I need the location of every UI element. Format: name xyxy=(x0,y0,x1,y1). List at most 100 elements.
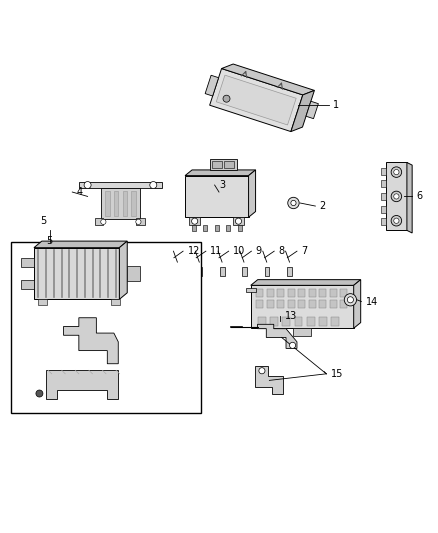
FancyBboxPatch shape xyxy=(105,191,110,216)
FancyBboxPatch shape xyxy=(307,317,314,326)
Text: 13: 13 xyxy=(285,311,297,320)
Polygon shape xyxy=(216,75,296,125)
Polygon shape xyxy=(353,280,360,328)
FancyBboxPatch shape xyxy=(319,300,326,308)
FancyBboxPatch shape xyxy=(237,225,242,231)
FancyBboxPatch shape xyxy=(293,328,311,336)
FancyBboxPatch shape xyxy=(308,300,315,308)
FancyBboxPatch shape xyxy=(212,161,222,168)
FancyBboxPatch shape xyxy=(319,317,327,326)
Circle shape xyxy=(394,218,399,223)
Circle shape xyxy=(136,219,141,224)
FancyBboxPatch shape xyxy=(242,266,247,276)
FancyBboxPatch shape xyxy=(258,317,265,326)
FancyBboxPatch shape xyxy=(203,225,207,231)
FancyBboxPatch shape xyxy=(127,265,139,281)
FancyBboxPatch shape xyxy=(246,287,256,292)
Polygon shape xyxy=(255,366,283,393)
Polygon shape xyxy=(185,170,256,175)
Circle shape xyxy=(84,182,91,189)
Circle shape xyxy=(394,194,399,199)
FancyBboxPatch shape xyxy=(308,289,315,297)
Text: 15: 15 xyxy=(331,369,343,379)
FancyBboxPatch shape xyxy=(79,182,162,188)
FancyBboxPatch shape xyxy=(270,317,278,326)
FancyBboxPatch shape xyxy=(131,191,136,216)
FancyBboxPatch shape xyxy=(294,317,302,326)
Polygon shape xyxy=(258,324,297,349)
FancyBboxPatch shape xyxy=(226,225,230,231)
FancyBboxPatch shape xyxy=(330,300,336,308)
Circle shape xyxy=(391,215,402,226)
FancyBboxPatch shape xyxy=(381,168,386,175)
FancyBboxPatch shape xyxy=(330,289,336,297)
Circle shape xyxy=(223,95,230,102)
Polygon shape xyxy=(46,370,118,399)
Circle shape xyxy=(391,191,402,201)
Circle shape xyxy=(344,294,357,306)
Polygon shape xyxy=(34,248,119,300)
Circle shape xyxy=(101,219,106,224)
Polygon shape xyxy=(64,318,118,364)
FancyBboxPatch shape xyxy=(287,289,295,297)
Polygon shape xyxy=(222,64,314,95)
Polygon shape xyxy=(119,241,127,300)
Circle shape xyxy=(259,368,265,374)
FancyBboxPatch shape xyxy=(287,300,295,308)
FancyBboxPatch shape xyxy=(123,191,127,216)
FancyBboxPatch shape xyxy=(215,225,219,231)
FancyBboxPatch shape xyxy=(192,225,195,231)
Polygon shape xyxy=(205,75,219,96)
FancyBboxPatch shape xyxy=(21,258,34,267)
FancyBboxPatch shape xyxy=(266,300,273,308)
Text: 5: 5 xyxy=(41,216,47,226)
FancyBboxPatch shape xyxy=(277,289,284,297)
FancyBboxPatch shape xyxy=(175,266,180,276)
FancyBboxPatch shape xyxy=(298,300,305,308)
Circle shape xyxy=(347,297,353,303)
FancyBboxPatch shape xyxy=(265,266,269,276)
Circle shape xyxy=(394,169,399,175)
Polygon shape xyxy=(386,163,407,230)
FancyBboxPatch shape xyxy=(283,317,290,326)
FancyBboxPatch shape xyxy=(197,266,202,276)
FancyBboxPatch shape xyxy=(298,289,305,297)
Text: 2: 2 xyxy=(320,201,326,211)
Polygon shape xyxy=(249,170,256,217)
Text: 1: 1 xyxy=(333,100,339,110)
FancyBboxPatch shape xyxy=(233,217,244,225)
Polygon shape xyxy=(306,101,318,119)
FancyBboxPatch shape xyxy=(111,300,120,304)
Text: 4: 4 xyxy=(77,187,83,197)
Circle shape xyxy=(36,390,43,397)
Circle shape xyxy=(290,342,296,349)
FancyBboxPatch shape xyxy=(136,219,145,225)
FancyBboxPatch shape xyxy=(319,289,326,297)
FancyBboxPatch shape xyxy=(114,191,118,216)
Text: 6: 6 xyxy=(416,191,422,201)
Polygon shape xyxy=(407,163,412,233)
FancyBboxPatch shape xyxy=(381,180,386,187)
Polygon shape xyxy=(210,69,303,132)
FancyBboxPatch shape xyxy=(256,300,263,308)
Text: 12: 12 xyxy=(187,246,200,256)
Polygon shape xyxy=(34,241,127,248)
FancyBboxPatch shape xyxy=(38,300,47,304)
FancyBboxPatch shape xyxy=(381,193,386,200)
FancyBboxPatch shape xyxy=(210,159,237,170)
FancyBboxPatch shape xyxy=(11,243,201,413)
Polygon shape xyxy=(251,285,353,328)
Text: 14: 14 xyxy=(366,296,378,306)
FancyBboxPatch shape xyxy=(381,206,386,213)
Polygon shape xyxy=(291,91,314,132)
FancyBboxPatch shape xyxy=(220,266,225,276)
FancyBboxPatch shape xyxy=(266,289,273,297)
Polygon shape xyxy=(251,280,360,285)
Circle shape xyxy=(391,167,402,177)
FancyBboxPatch shape xyxy=(21,280,34,289)
Text: 10: 10 xyxy=(233,246,245,256)
FancyBboxPatch shape xyxy=(332,317,339,326)
FancyBboxPatch shape xyxy=(340,300,347,308)
FancyBboxPatch shape xyxy=(340,289,347,297)
Polygon shape xyxy=(185,175,249,217)
